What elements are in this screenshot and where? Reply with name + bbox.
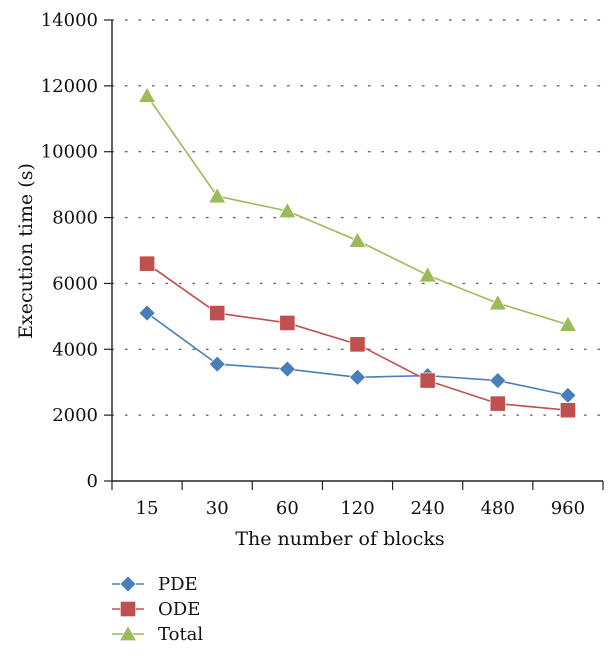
tick-labels: 0 2000 4000 6000 8000 10000 12000 14000 15 30 60 12…: [41, 10, 585, 519]
y-tick-label: 6000: [52, 273, 98, 294]
data-point: [489, 372, 507, 389]
data-point: [419, 372, 436, 389]
x-tick-label: 30: [206, 498, 229, 519]
data-point: [489, 395, 506, 412]
data-point: [559, 386, 577, 404]
y-tick-label: 14000: [41, 10, 98, 31]
legend-label: ODE: [158, 599, 200, 620]
legend-label: Total: [158, 624, 203, 645]
data-point: [139, 255, 155, 272]
data-point: [349, 368, 366, 386]
legend-item: ODE: [112, 599, 200, 620]
x-tick-label: 240: [410, 498, 444, 519]
y-tick-label: 8000: [52, 208, 98, 229]
data-point: [279, 315, 296, 331]
data-point: [559, 315, 577, 332]
data-point: [209, 305, 226, 321]
data-point: [278, 201, 297, 219]
data-point: [349, 336, 366, 353]
y-tick-label: 10000: [41, 142, 98, 163]
data-point: [560, 402, 576, 419]
legend: PDE ODE Total: [112, 574, 203, 645]
y-tick-label: 0: [87, 471, 98, 492]
data-point: [119, 575, 137, 593]
grid: [111, 19, 604, 416]
x-axis-label: The number of blocks: [235, 528, 444, 550]
series-layer: [138, 86, 577, 419]
x-tick-label: 480: [481, 498, 515, 519]
data-point: [138, 86, 156, 103]
axes: [104, 19, 604, 490]
series-ode: [139, 255, 576, 419]
data-point: [208, 187, 227, 204]
series-pde: [138, 304, 577, 404]
y-axis-label: Execution time (s): [15, 163, 37, 339]
x-tick-label: 15: [136, 498, 159, 519]
data-point: [208, 355, 226, 373]
legend-item: Total: [112, 624, 203, 645]
data-point: [138, 304, 156, 322]
y-tick-label: 4000: [52, 339, 98, 360]
data-point: [348, 231, 367, 248]
data-point: [278, 360, 296, 378]
data-point: [119, 624, 137, 642]
data-point: [488, 294, 507, 311]
x-tick-label: 120: [340, 498, 374, 519]
series-line: [146, 95, 569, 326]
legend-label: PDE: [158, 574, 198, 595]
data-point: [120, 601, 136, 617]
y-tick-label: 12000: [41, 76, 98, 97]
x-tick-label: 960: [551, 498, 585, 519]
series-total: [138, 86, 577, 332]
x-tick-label: 60: [276, 498, 299, 519]
legend-item: PDE: [112, 574, 198, 595]
data-point: [418, 266, 437, 283]
y-tick-label: 2000: [52, 405, 98, 426]
